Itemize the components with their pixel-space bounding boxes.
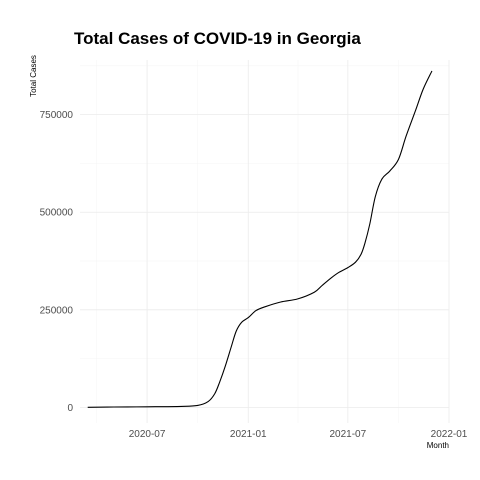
x-tick-label: 2021-07 xyxy=(329,429,366,440)
x-tick-label: 2022-01 xyxy=(431,429,468,440)
grid xyxy=(80,60,450,423)
series-group xyxy=(87,70,433,408)
y-tick-label: 750000 xyxy=(40,110,74,121)
chart-title: Total Cases of COVID-19 in Georgia xyxy=(74,29,361,48)
y-tick-label: 250000 xyxy=(40,305,74,316)
series-line-total-cases xyxy=(87,70,433,408)
y-tick-label: 500000 xyxy=(40,208,74,219)
y-axis-label: Total Cases xyxy=(29,55,38,97)
x-tick-labels: 2020-07 2021-01 2021-07 2022-01 xyxy=(129,429,468,440)
x-tick-label: 2021-01 xyxy=(230,429,267,440)
y-tick-label: 0 xyxy=(67,403,73,414)
y-tick-labels: 0 250000 500000 750000 xyxy=(40,110,74,414)
x-tick-label: 2020-07 xyxy=(129,429,166,440)
x-axis-label: Month xyxy=(427,441,449,450)
